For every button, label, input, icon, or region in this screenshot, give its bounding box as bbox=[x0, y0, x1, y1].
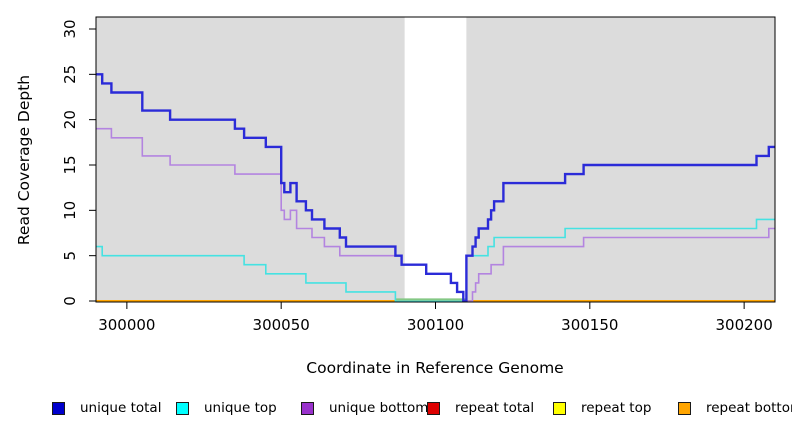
legend-label: unique top bbox=[204, 400, 277, 416]
x-tick-label: 300000 bbox=[98, 316, 155, 334]
x-tick-label: 300200 bbox=[716, 316, 773, 334]
y-tick-label: 20 bbox=[61, 110, 79, 129]
legend-item-unique-top: unique top bbox=[176, 396, 277, 420]
legend-swatch-icon bbox=[553, 401, 566, 415]
y-tick-label: 0 bbox=[61, 296, 79, 306]
legend-item-unique-total: unique total bbox=[52, 396, 161, 420]
y-tick-label: 15 bbox=[61, 155, 79, 174]
legend-label: unique bottom bbox=[329, 400, 429, 416]
legend-label: repeat total bbox=[455, 400, 535, 416]
y-axis-title: Read Coverage Depth bbox=[15, 75, 33, 245]
series-unique-total-line bbox=[96, 73, 775, 303]
x-axis-title: Coordinate in Reference Genome bbox=[306, 359, 563, 377]
legend-swatch-icon bbox=[678, 401, 691, 415]
x-tick-label: 300150 bbox=[561, 316, 618, 334]
x-tick-label: 300050 bbox=[253, 316, 310, 334]
legend-swatch-icon bbox=[176, 401, 189, 415]
y-tick-label: 30 bbox=[61, 19, 79, 38]
legend-label: unique total bbox=[80, 400, 162, 416]
legend: unique total unique top unique bottom repea… bbox=[0, 396, 792, 422]
highlight-band bbox=[404, 17, 467, 302]
legend-swatch-icon bbox=[427, 401, 440, 415]
legend-label: repeat bottom bbox=[706, 400, 792, 416]
y-tick-label: 5 bbox=[61, 251, 79, 261]
legend-item-unique-bottom: unique bottom bbox=[301, 396, 428, 420]
series-unique-top-line bbox=[96, 218, 775, 302]
y-tick-label: 25 bbox=[61, 65, 79, 84]
legend-item-repeat-top: repeat top bbox=[553, 396, 651, 420]
legend-swatch-icon bbox=[52, 401, 65, 415]
x-tick-label: 300100 bbox=[407, 316, 464, 334]
legend-item-repeat-bottom: repeat bottom bbox=[678, 396, 792, 420]
legend-label: repeat top bbox=[581, 400, 652, 416]
legend-item-repeat-total: repeat total bbox=[427, 396, 534, 420]
y-tick-label: 10 bbox=[61, 201, 79, 220]
plot-area: 300000 300050 300100 300150 300200 0 5 10 15 20 25… bbox=[15, 16, 776, 377]
legend-swatch-icon bbox=[301, 401, 314, 415]
